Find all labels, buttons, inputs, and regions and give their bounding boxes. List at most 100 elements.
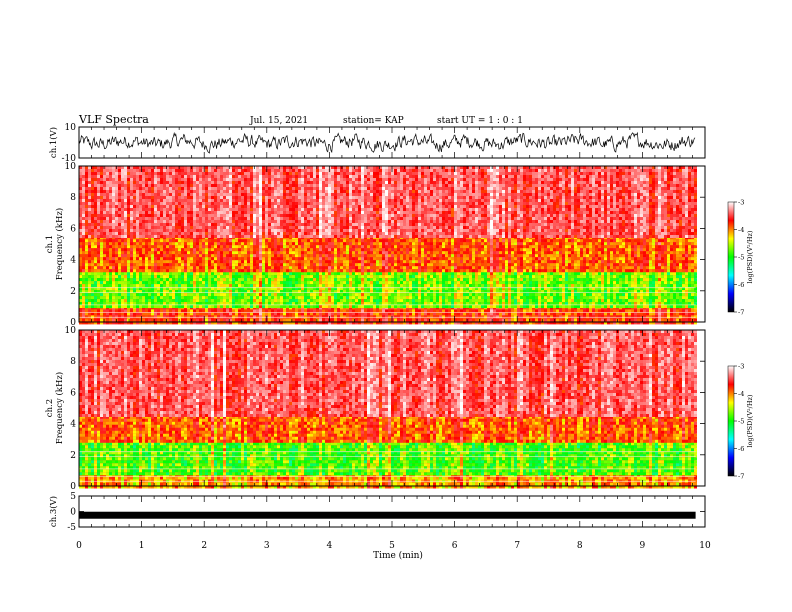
- ch1-spectrogram-cell: [589, 315, 592, 318]
- ch1-spectrogram-cell: [142, 272, 145, 275]
- ch1-spectrogram-cell: [193, 272, 196, 275]
- ch1-spectrogram-cell: [637, 315, 640, 318]
- ch1-spectrogram-cell: [319, 309, 322, 312]
- ch1-spectrogram-cell: [238, 272, 241, 275]
- ch1-spectrogram-cell: [202, 318, 205, 321]
- ch1-spectrogram-cell: [130, 315, 133, 318]
- ch1-spectrogram-cell: [472, 272, 475, 275]
- ch1-spectrogram-cell: [598, 315, 601, 318]
- ch1-spectrogram-cell: [121, 272, 124, 275]
- ch1-spectrogram-cell: [169, 315, 172, 318]
- ch1-spectrogram-cell: [271, 318, 274, 321]
- ch1-spectrogram-cell: [571, 318, 574, 321]
- ch1-spectrogram-cell: [670, 315, 673, 318]
- ch1-spectrogram-cell: [202, 272, 205, 275]
- ch1-waveform-ylabel: ch.1(V): [48, 127, 59, 158]
- ch1-spectrogram-cell: [142, 309, 145, 312]
- ch1-spectrogram-cell: [295, 315, 298, 318]
- ch1-spectrogram-cell: [100, 318, 103, 321]
- ch1-spectrogram-cell: [148, 309, 151, 312]
- ch1-spectrogram-cell: [310, 318, 313, 321]
- ch1-spectrogram-cell: [247, 315, 250, 318]
- ch1-spectrogram-cell: [532, 318, 535, 321]
- ch1-spectrogram-cell: [211, 315, 214, 318]
- ch1-spectrogram-cell: [610, 309, 613, 312]
- ch1-spectrogram-cell: [253, 309, 256, 312]
- ch1-spectrogram-cell: [112, 318, 115, 321]
- ch1-spectrogram-cell: [253, 272, 256, 275]
- ch1-spectrogram-cell: [94, 272, 97, 275]
- ch1-spectrogram-cell: [646, 315, 649, 318]
- ch1-spectrogram-cell: [391, 272, 394, 275]
- ch1-spectrogram-cell: [547, 272, 550, 275]
- ch1-spectrogram-cell: [331, 309, 334, 312]
- ch1-spectrogram-cell: [205, 309, 208, 312]
- ch1-spectrogram-cell: [535, 272, 538, 275]
- ch1-spectrogram-cell: [352, 272, 355, 275]
- ch1-spectrogram-cell: [394, 318, 397, 321]
- ch1-spectrogram-cell: [289, 309, 292, 312]
- ch1-spectrogram-cell: [343, 315, 346, 318]
- ch1-spectrogram-cell: [535, 315, 538, 318]
- ch1-spectrogram-cell: [667, 272, 670, 275]
- ch1-spectrogram-cell: [124, 318, 127, 321]
- ch1-spectrogram-cell: [262, 315, 265, 318]
- ch1-spectrogram-cell: [313, 318, 316, 321]
- ch1-spectrogram-cell: [448, 318, 451, 321]
- ch1-spectrogram-cell: [202, 309, 205, 312]
- ch1-spectrogram-cell: [274, 309, 277, 312]
- ch1-spectrogram-cell: [109, 275, 112, 278]
- ch1-spectrogram-cell: [685, 272, 688, 275]
- ch1-spectrogram-cell: [283, 315, 286, 318]
- ch1-spectrogram-cell: [466, 315, 469, 318]
- ch1-spectrogram-cell: [319, 318, 322, 321]
- ch1-spectrogram-cell: [187, 309, 190, 312]
- ch1-spectrogram-cell: [466, 309, 469, 312]
- ch1-spectrogram-cell: [469, 315, 472, 318]
- ch1-spectrogram-cell: [229, 309, 232, 312]
- ch1-spectrogram-cell: [691, 315, 694, 318]
- ch1-spectrogram-cell: [301, 272, 304, 275]
- ch1-spectrogram-cell: [172, 272, 175, 275]
- ch1-spectrogram-ytick-label: 10: [65, 162, 77, 172]
- ch1-spectrogram-cell: [337, 318, 340, 321]
- ch1-spectrogram-cell: [181, 309, 184, 312]
- ch1-spectrogram-cell: [451, 272, 454, 275]
- ch1-spectrogram-cell: [505, 318, 508, 321]
- ch1-spectrogram-cell: [574, 272, 577, 275]
- ch1-spectrogram-cell: [544, 309, 547, 312]
- ch1-spectrogram-cell: [397, 309, 400, 312]
- ch1-spectrogram-cell: [475, 272, 478, 275]
- ch1-spectrogram-cell: [643, 272, 646, 275]
- ch1-spectrogram-cell: [277, 272, 280, 275]
- ch1-spectrogram-cell: [601, 272, 604, 275]
- ch1-spectrogram-cell: [259, 272, 262, 275]
- ch1-spectrogram-cell: [238, 318, 241, 321]
- ch1-spectrogram-cell: [520, 315, 523, 318]
- ch1-spectrogram-cell: [256, 315, 259, 318]
- ch1-spectrogram-cell: [400, 309, 403, 312]
- ch1-spectrogram-cell: [100, 272, 103, 275]
- ch1-spectrogram-cell: [427, 309, 430, 312]
- ch1-spectrogram-cell: [103, 318, 106, 321]
- ch1-spectrogram-cell: [409, 315, 412, 318]
- ch1-spectrogram-cell: [442, 272, 445, 275]
- ch1-spectrogram-cell: [277, 315, 280, 318]
- ch1-spectrogram-cell: [154, 309, 157, 312]
- ch1-spectrogram-cell: [598, 318, 601, 321]
- ch1-spectrogram-cell: [190, 309, 193, 312]
- ch1-spectrogram-cell: [487, 315, 490, 318]
- ch1-spectrogram-cell: [202, 315, 205, 318]
- ch1-spectrogram-cell: [115, 315, 118, 318]
- ch1-spectrogram-cell: [583, 272, 586, 275]
- ch1-spectrogram-cell: [448, 272, 451, 275]
- ch1-spectrogram-cell: [379, 315, 382, 318]
- ch1-spectrogram-cell: [217, 315, 220, 318]
- ch1-spectrogram-cell: [451, 309, 454, 312]
- ch1-spectrogram-cell: [523, 318, 526, 321]
- ch1-spectrogram-cell: [544, 318, 547, 321]
- ch1-spectrogram-cell: [481, 315, 484, 318]
- ch1-spectrogram-cell: [97, 318, 100, 321]
- ch1-spectrogram-cell: [124, 275, 127, 278]
- ch1-spectrogram-cell: [232, 309, 235, 312]
